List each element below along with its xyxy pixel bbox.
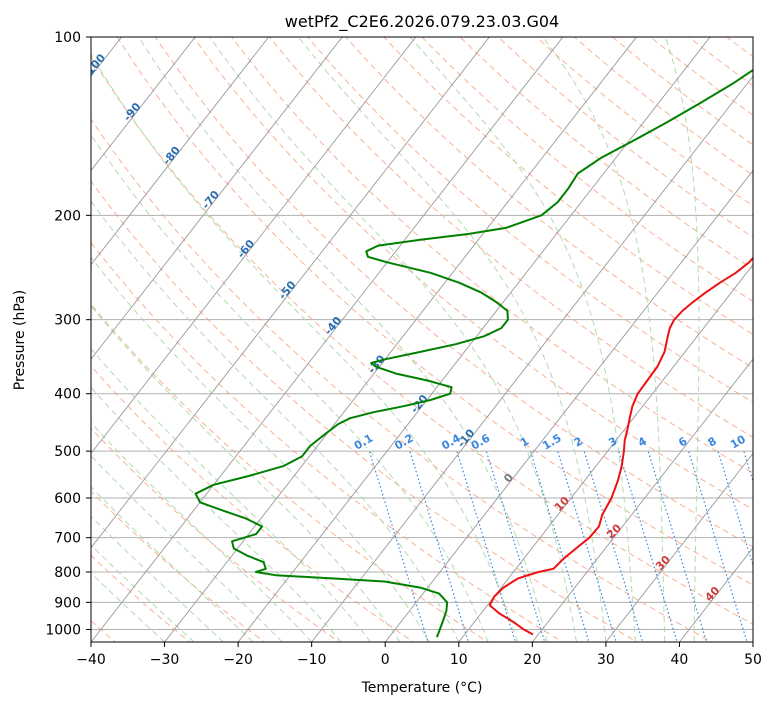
moist-adiabats: [91, 37, 700, 642]
dewpoint-profile-line: [194, 68, 753, 638]
y-axis-ticks: 100 200 300 400 500 600 700 800 900 1000: [45, 30, 91, 638]
moist-adiabat-line: [297, 37, 607, 642]
y-tick-label: 400: [54, 387, 81, 403]
moist-adiabat-line: [91, 305, 401, 642]
mixing-ratio-line: [717, 450, 753, 568]
moist-adiabat-line: [91, 515, 224, 642]
isotherms: [0, 10, 753, 654]
mixing-ratio-line: [529, 450, 590, 642]
moist-adiabat-line: [91, 348, 371, 642]
moist-adiabat-line: [665, 37, 700, 642]
dry-adiabats: [91, 37, 753, 642]
dry-adiabat-line: [91, 427, 340, 642]
moist-adiabat-line: [542, 37, 666, 642]
dry-adiabat-line: [268, 37, 753, 438]
moist-adiabat-line: [91, 53, 519, 642]
isotherm-line: [311, 75, 753, 642]
y-tick-label: 300: [54, 313, 81, 329]
y-axis-title: Pressure (hPa): [12, 290, 28, 390]
isotherm-line: [384, 169, 753, 642]
mixing-ratio-line: [557, 450, 617, 642]
chart-title: wetPf2_C2E6.2026.079.23.03.G04: [285, 12, 559, 32]
moist-adiabat-line: [138, 37, 548, 642]
x-tick-label: 10: [450, 652, 468, 668]
x-tick-label: −10: [297, 652, 327, 668]
isotherm-line: [91, 37, 196, 172]
y-tick-label: 200: [54, 208, 81, 224]
y-tick-label: 600: [54, 491, 81, 507]
dry-adiabat-line: [421, 37, 753, 303]
plot-frame: [90, 36, 754, 643]
moist-adiabat-line: [91, 454, 283, 642]
y-tick-label: 500: [54, 444, 81, 460]
moist-adiabat-line: [91, 422, 313, 642]
temperature-profile-line: [488, 256, 753, 636]
x-tick-label: 50: [744, 652, 762, 668]
dry-adiabat-line: [91, 365, 415, 642]
y-tick-label: 800: [54, 565, 81, 581]
isotherm-line: [91, 37, 490, 549]
moist-adiabat-line: [91, 544, 195, 642]
mixing-ratio-line: [618, 450, 678, 642]
mixing-ratio-line: [368, 450, 429, 642]
isotherm-line: [237, 37, 711, 642]
y-tick-label: 700: [54, 531, 81, 547]
dry-adiabat-line: [192, 37, 753, 511]
isotherm-line: [91, 37, 343, 360]
y-tick-label: 1000: [45, 622, 81, 638]
dry-adiabat-line: [154, 37, 753, 548]
mixing-ratio-line: [688, 450, 748, 642]
moist-adiabat-line: [209, 37, 577, 642]
y-tick-label: 100: [54, 30, 81, 46]
y-tick-label: 900: [54, 595, 81, 611]
moist-adiabat-line: [91, 133, 489, 642]
mixing-ratio-line: [583, 450, 644, 642]
moist-adiabat-line: [91, 256, 430, 642]
x-tick-label: 40: [671, 652, 689, 668]
isotherm-line: [0, 10, 69, 654]
moist-adiabat-line: [409, 37, 636, 642]
x-tick-label: 30: [597, 652, 615, 668]
moist-adiabat-line: [91, 200, 460, 642]
moist-adiabat-line: [91, 572, 165, 642]
isotherm-line: [605, 452, 753, 642]
x-tick-label: −40: [76, 652, 106, 668]
mixing-ratio-line: [409, 450, 469, 642]
plot-background: [91, 37, 753, 642]
x-tick-label: 0: [381, 652, 390, 668]
x-axis-title: Temperature (°C): [361, 680, 483, 696]
sounding-profiles: [194, 68, 753, 638]
x-axis-ticks: −40 −30 −20 −10 0 10 20 30 40 50: [76, 642, 762, 668]
x-tick-label: 20: [523, 652, 541, 668]
pressure-gridlines: [91, 37, 753, 630]
x-tick-label: −20: [223, 652, 253, 668]
isotherm-line: [91, 37, 270, 266]
mixing-ratio-label: 13: [758, 433, 775, 452]
isotherm-line: [531, 358, 753, 642]
dry-adiabat-line: [91, 180, 639, 642]
mixing-ratio-line: [647, 450, 708, 642]
dry-adiabat-line: [91, 554, 191, 642]
x-tick-label: −30: [150, 652, 180, 668]
isotherm-line: [458, 264, 753, 642]
isotherm-line: [163, 37, 638, 642]
mixing-ratio-line: [456, 450, 517, 642]
isotherm-line: [91, 37, 564, 642]
dry-adiabat-line: [91, 118, 713, 642]
dry-adiabat-line: [230, 37, 753, 474]
mixing-ratio-lines: [368, 450, 753, 642]
isotherm-line: [91, 37, 417, 455]
